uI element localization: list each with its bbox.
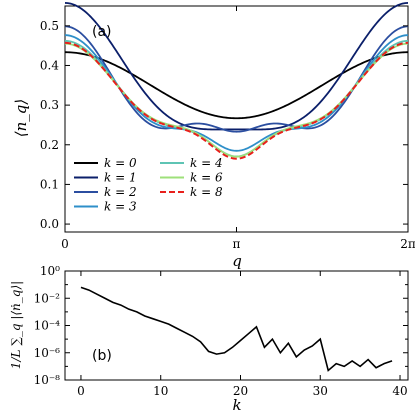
panel-a: 0 π 2π 0.0 0.1 0.2 0.3 0.4 0.5 (a) ⟨n_q⟩ q k = 0… xyxy=(12,2,415,270)
y-tick-label: 0.2 xyxy=(40,138,59,152)
panel-a-ticks: 0 π 2π 0.0 0.1 0.2 0.3 0.4 0.5 xyxy=(40,6,415,251)
panel-a-label: (a) xyxy=(92,24,112,40)
series-line-k8 xyxy=(64,41,409,160)
legend-label: k = 4 xyxy=(190,156,223,170)
panel-b-ylabel: 1/L ∑_q |⟨ṅ_q⟩| xyxy=(9,281,23,369)
legend-label: k = 2 xyxy=(104,185,137,199)
panel-b-xlabel: k xyxy=(232,396,241,414)
panel-a-ylabel: ⟨n_q⟩ xyxy=(12,99,30,137)
x-tick-label: 0 xyxy=(77,384,85,398)
panel-b: 0 10 20 30 40 10⁻⁸ 10⁻⁶ 10⁻⁴ 10⁻² 10⁰ (b) 1/L ∑_q… xyxy=(9,264,409,414)
y-tick-label: 0.1 xyxy=(40,177,59,191)
series-line-k0 xyxy=(64,51,409,120)
series-line-k2 xyxy=(64,25,409,133)
x-tick-label: π xyxy=(233,237,241,251)
panel-b-ticks: 0 10 20 30 40 10⁻⁸ 10⁻⁶ 10⁻⁴ 10⁻² 10⁰ xyxy=(34,264,408,398)
legend-label: k = 1 xyxy=(104,171,137,185)
panel-b-label: (b) xyxy=(92,348,112,364)
y-tick-label: 10⁰ xyxy=(40,264,60,278)
x-tick-label: 40 xyxy=(392,384,407,398)
x-tick-label: 20 xyxy=(233,384,248,398)
y-tick-label: 0.4 xyxy=(40,58,59,72)
y-tick-label: 10⁻⁸ xyxy=(34,373,61,387)
y-tick-label: 10⁻⁶ xyxy=(34,346,61,360)
panel-b-series xyxy=(80,286,393,372)
series-line-k4 xyxy=(64,39,409,158)
panel-a-legend: k = 0k = 1k = 2k = 3 k = 4k = 6k = 8 xyxy=(74,156,223,214)
legend-label: k = 8 xyxy=(190,185,223,199)
y-tick-label: 0.0 xyxy=(40,217,59,231)
y-tick-label: 0.5 xyxy=(40,19,59,33)
legend-label: k = 6 xyxy=(190,171,223,185)
x-tick-label: 10 xyxy=(153,384,168,398)
y-tick-label: 0.3 xyxy=(40,98,59,112)
legend-label: k = 3 xyxy=(104,200,137,214)
y-tick-label: 10⁻² xyxy=(34,291,61,305)
series-line-k6 xyxy=(64,42,409,158)
y-tick-label: 10⁻⁴ xyxy=(34,319,61,333)
x-tick-label: 0 xyxy=(61,237,69,251)
series-line-k1 xyxy=(64,2,409,131)
x-tick-label: 2π xyxy=(400,237,415,251)
x-tick-label: 30 xyxy=(313,384,328,398)
derivative-line xyxy=(80,286,393,372)
panel-a-xlabel: q xyxy=(232,252,242,270)
panel-a-series xyxy=(64,2,409,160)
legend-label: k = 0 xyxy=(104,156,137,170)
